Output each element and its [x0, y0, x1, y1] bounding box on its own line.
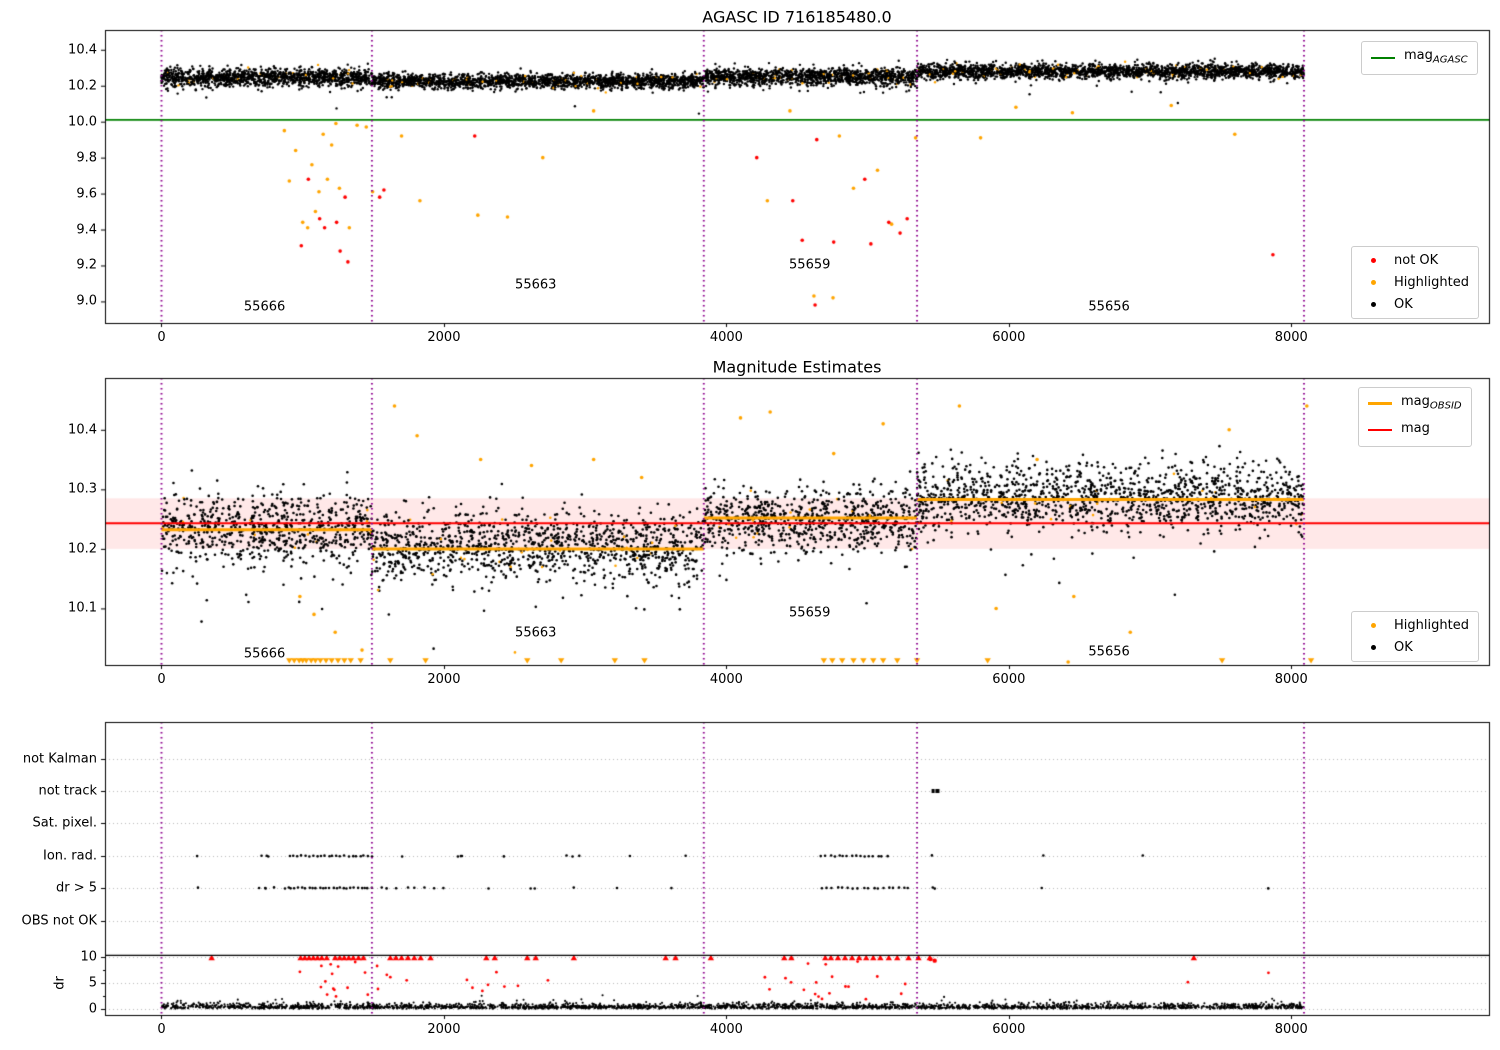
- y-tick-label: 9.4: [76, 222, 97, 238]
- y-tick-label: 9.8: [76, 150, 97, 166]
- y-tick-label: 9.6: [76, 186, 97, 202]
- x-tick-label: 8000: [1274, 1022, 1308, 1037]
- plot2-point-legend: Highlighted OK: [1351, 611, 1479, 662]
- obsid-label: 55659: [789, 605, 831, 621]
- legend-label-mag-agasc: magAGASC: [1404, 48, 1468, 66]
- dr-axis-label: dr: [52, 976, 68, 990]
- plot1-title: AGASC ID 716185480.0: [702, 7, 892, 27]
- ok-dot-swatch: [1370, 302, 1376, 307]
- obsid-label: 55666: [243, 646, 286, 662]
- y-tick-label: 10.0: [68, 114, 97, 130]
- y-tick-label: 10.4: [68, 422, 97, 438]
- x-tick-label: 6000: [992, 330, 1026, 345]
- flag-category-label: not track: [38, 783, 97, 799]
- x-tick-label: 8000: [1274, 672, 1308, 687]
- mag-agasc-line-swatch: [1371, 56, 1395, 59]
- x-tick-label: 2000: [427, 672, 461, 687]
- legend-item-highlighted: Highlighted: [1361, 274, 1469, 291]
- legend-label-highlighted2: Highlighted: [1394, 618, 1469, 633]
- obsid-label: 55659: [789, 257, 831, 273]
- x-tick-label: 0: [157, 672, 166, 687]
- legend-label-ok: OK: [1394, 297, 1413, 312]
- x-tick-label: 2000: [427, 1022, 461, 1037]
- flag-category-label: Ion. rad.: [43, 848, 97, 864]
- legend-label-mag: mag: [1401, 420, 1430, 436]
- legend-label-not-ok: not OK: [1394, 253, 1439, 268]
- legend-item-ok2: OK: [1361, 639, 1469, 656]
- legend-item-mag: mag: [1368, 420, 1462, 442]
- x-tick-label: 2000: [427, 330, 461, 345]
- x-tick-label: 8000: [1274, 330, 1308, 345]
- y-tick-label: 9.2: [76, 257, 97, 273]
- not-ok-dot-swatch: [1370, 258, 1376, 263]
- mag-obsid-line-swatch: [1368, 402, 1392, 406]
- legend-item-highlighted2: Highlighted: [1361, 617, 1469, 634]
- x-tick-label: 6000: [992, 672, 1026, 687]
- legend-item-mag-obsid: magOBSID: [1368, 393, 1462, 415]
- y-tick-label: 10.4: [68, 42, 97, 58]
- flag-category-label: not Kalman: [22, 751, 97, 767]
- dr-tick-label: 0: [88, 1001, 97, 1017]
- obsid-label: 55656: [1088, 644, 1130, 660]
- plot1-line-legend: magAGASC: [1361, 41, 1478, 75]
- highlighted-dot-swatch: [1370, 623, 1376, 628]
- obsid-label: 55656: [1088, 299, 1130, 315]
- obsid-label: 55666: [243, 299, 286, 315]
- flag-category-label: OBS not OK: [21, 913, 98, 929]
- dr-tick-label: 5: [88, 975, 97, 991]
- mag-line-swatch: [1368, 429, 1392, 432]
- x-tick-label: 4000: [709, 330, 743, 345]
- x-tick-label: 4000: [709, 672, 743, 687]
- legend-item-ok: OK: [1361, 296, 1469, 313]
- y-tick-label: 10.2: [68, 78, 97, 94]
- plot1-point-legend: not OK Highlighted OK: [1351, 246, 1479, 319]
- flag-category-label: dr > 5: [55, 880, 97, 896]
- legend-item-not-ok: not OK: [1361, 252, 1469, 269]
- obsid-label: 55663: [515, 625, 557, 641]
- y-tick-label: 10.2: [68, 541, 97, 557]
- plot2-title: Magnitude Estimates: [712, 357, 882, 377]
- y-tick-label: 10.3: [68, 481, 97, 497]
- y-tick-label: 9.0: [76, 293, 97, 309]
- y-tick-label: 10.1: [68, 600, 97, 616]
- x-tick-label: 6000: [992, 1022, 1026, 1037]
- legend-label-mag-obsid: magOBSID: [1401, 394, 1462, 412]
- legend-item-mag-agasc: magAGASC: [1371, 47, 1468, 69]
- dr-tick-label: 10: [80, 949, 97, 965]
- plot2-line-legend: magOBSID mag: [1358, 387, 1472, 448]
- x-tick-label: 0: [157, 1022, 166, 1037]
- x-tick-label: 0: [157, 330, 166, 345]
- legend-label-highlighted: Highlighted: [1394, 275, 1469, 290]
- ok-dot-swatch: [1370, 645, 1376, 650]
- x-tick-label: 4000: [709, 1022, 743, 1037]
- flag-category-label: Sat. pixel.: [32, 815, 97, 831]
- obsid-label: 55663: [515, 277, 557, 293]
- legend-label-ok2: OK: [1394, 640, 1413, 655]
- highlighted-dot-swatch: [1370, 280, 1376, 285]
